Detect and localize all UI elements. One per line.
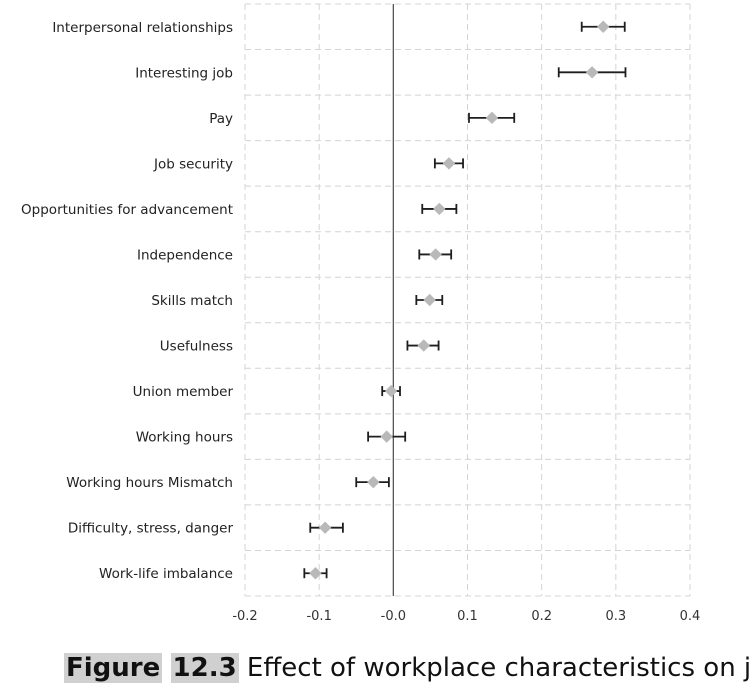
- data-point: [384, 384, 398, 398]
- category-label: Union member: [133, 384, 234, 400]
- data-point: [367, 475, 380, 489]
- caption-label: Figure: [64, 653, 163, 683]
- data-point-group: [421, 202, 458, 216]
- data-point: [597, 20, 610, 33]
- category-label: Opportunities for advancement: [21, 202, 233, 218]
- category-label: Independence: [137, 247, 233, 263]
- caption-number: 12.3: [170, 653, 239, 683]
- data-point-group: [303, 567, 328, 580]
- data-point: [433, 202, 446, 216]
- category-label: Job security: [153, 156, 233, 172]
- x-tick-label: 0.3: [605, 609, 626, 624]
- category-label: Working hours Mismatch: [66, 475, 233, 491]
- data-point: [423, 293, 436, 307]
- category-label: Work-life imbalance: [99, 566, 233, 582]
- data-point-group: [468, 111, 516, 125]
- data-point-group: [381, 384, 401, 398]
- category-label: Working hours: [136, 430, 233, 446]
- data-point-group: [418, 248, 453, 261]
- category-label: Usefulness: [160, 339, 233, 355]
- data-point: [318, 521, 332, 534]
- caption-text: Effect of workplace characteristics on j…: [238, 653, 750, 683]
- figure-caption: Figure 12.3 Effect of workplace characte…: [64, 648, 750, 688]
- category-label: Interesting job: [135, 65, 233, 81]
- data-point-group: [406, 339, 440, 352]
- x-tick-label: 0.4: [680, 609, 701, 624]
- category-label: Skills match: [151, 293, 233, 309]
- x-axis-ticks: -0.2 -0.1 -0.0 0.1 0.2 0.3 0.4: [232, 609, 700, 624]
- data-point-group: [355, 475, 390, 489]
- data-point-group: [433, 157, 464, 170]
- data-point: [485, 111, 499, 125]
- x-tick-label: -0.2: [232, 609, 257, 624]
- category-label: Pay: [209, 111, 233, 127]
- data-point: [309, 567, 322, 580]
- data-point: [380, 430, 393, 443]
- data-point-group: [415, 293, 444, 307]
- data-point-group: [309, 521, 344, 534]
- category-label: Interpersonal relationships: [52, 20, 233, 36]
- data-point: [442, 157, 456, 170]
- data-point-group: [580, 20, 626, 33]
- x-tick-label: -0.1: [306, 609, 331, 624]
- data-point-group: [367, 430, 407, 443]
- data-point: [585, 66, 599, 79]
- data-marks: [303, 20, 627, 580]
- x-tick-label: -0.0: [381, 609, 406, 624]
- data-point: [417, 339, 430, 352]
- x-tick-label: 0.2: [531, 609, 552, 624]
- grid: [244, 3, 691, 597]
- forest-plot: -0.2 -0.1 -0.0 0.1 0.2 0.3 0.4 Interpersonal r…: [21, 3, 700, 624]
- data-point: [429, 248, 442, 261]
- category-label: Difficulty, stress, danger: [68, 521, 234, 537]
- category-labels: Interpersonal relationships Interesting j…: [21, 20, 233, 582]
- data-point-group: [557, 66, 627, 79]
- x-tick-label: 0.1: [457, 609, 478, 624]
